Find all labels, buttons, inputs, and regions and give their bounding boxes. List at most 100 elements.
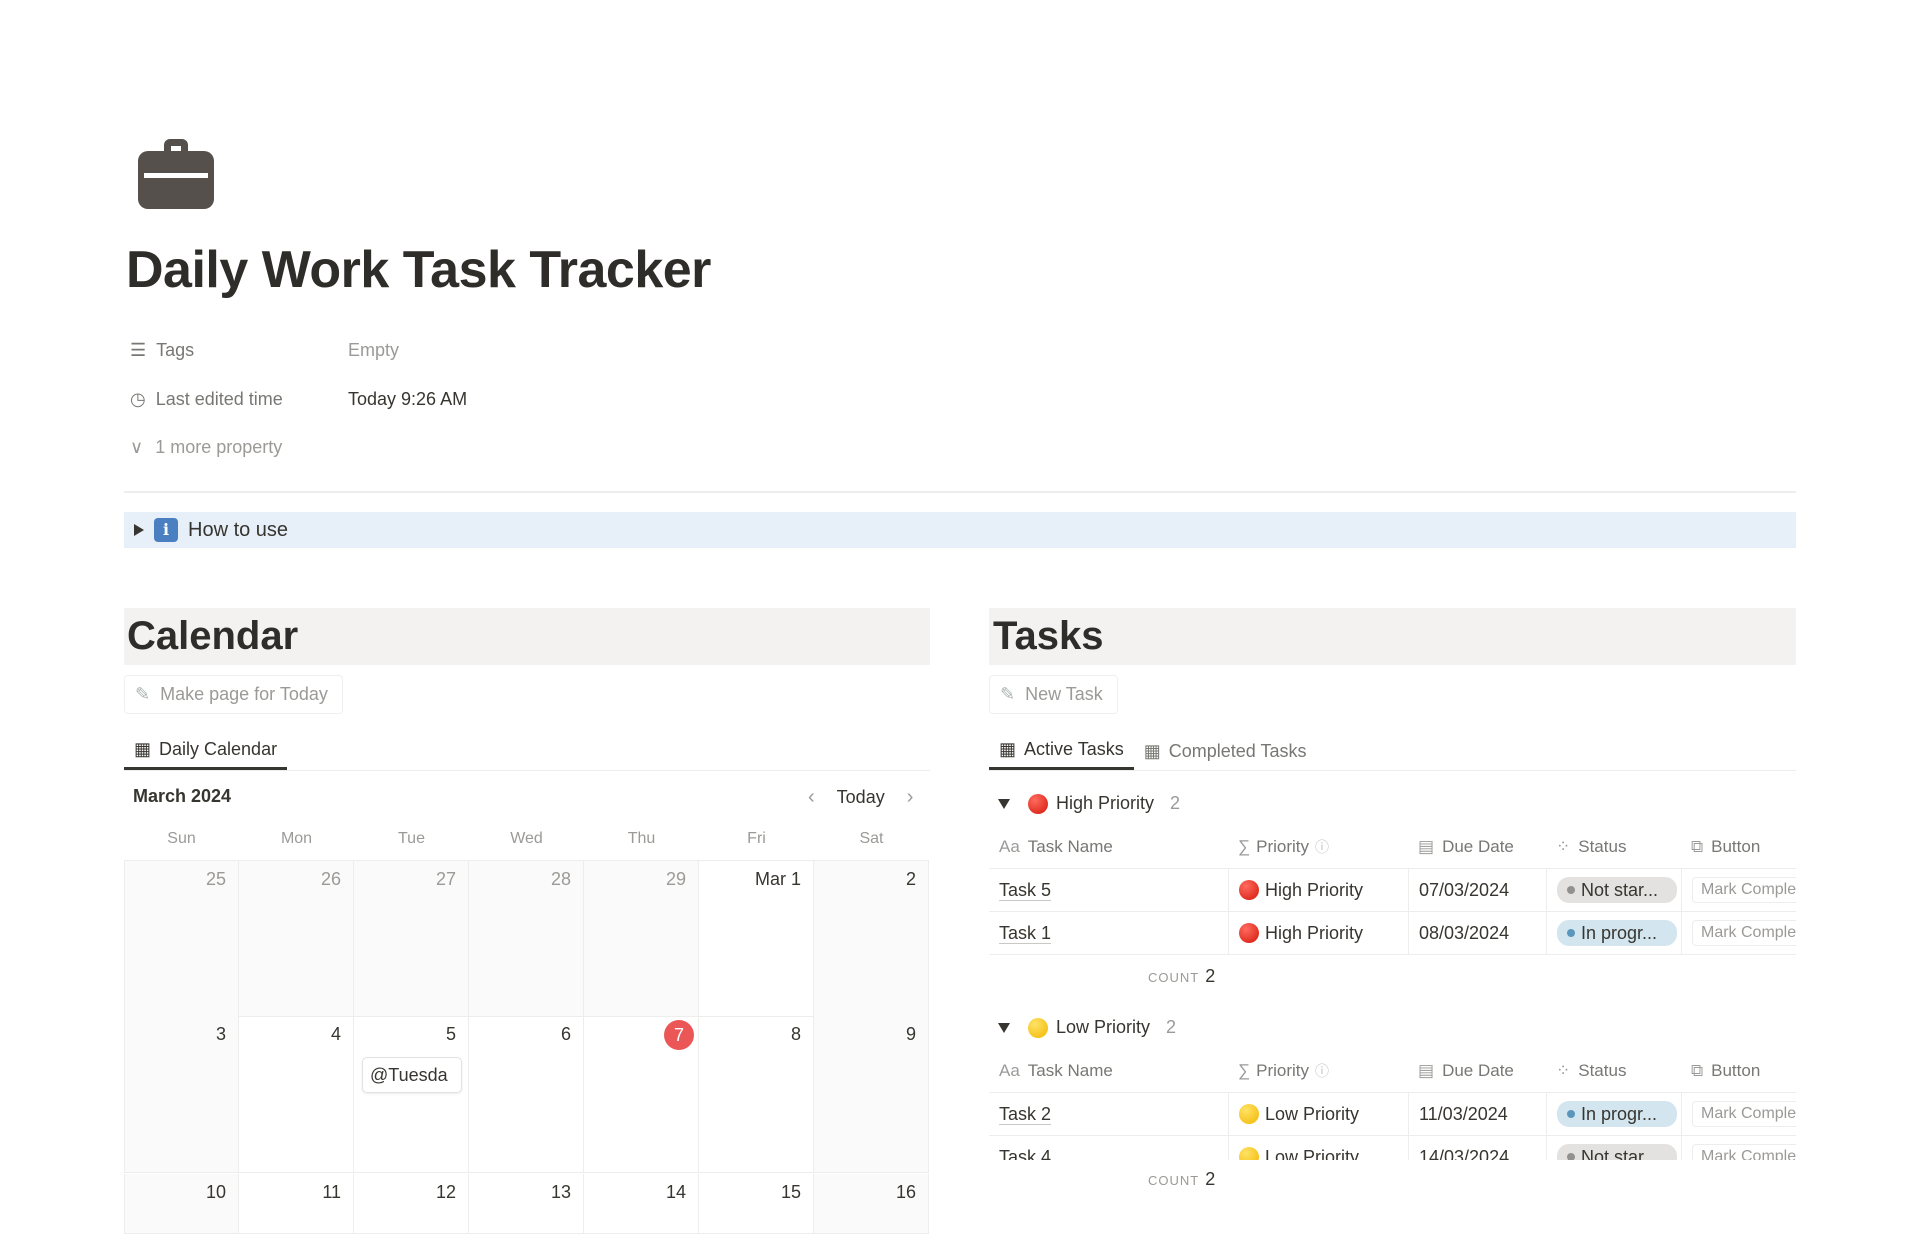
calendar-day-cell[interactable]: 27 bbox=[354, 860, 469, 1017]
calendar-day-cell[interactable]: 15 bbox=[699, 1174, 814, 1234]
calendar-day-cell[interactable]: 8 bbox=[699, 1016, 814, 1173]
table-row[interactable]: Task 5 High Priority 07/03/2024 Not star… bbox=[989, 869, 1796, 912]
column-header[interactable]: ⁘ Status bbox=[1556, 837, 1627, 856]
formula-icon: ∑ bbox=[1238, 1061, 1251, 1080]
calendar-event[interactable]: @Tuesda bbox=[362, 1057, 462, 1093]
calendar-day-cell[interactable]: 2 bbox=[814, 860, 929, 1017]
status-dot-icon bbox=[1567, 886, 1575, 894]
status-badge[interactable]: Not star... bbox=[1557, 1144, 1677, 1160]
calendar-day-cell[interactable]: 25 bbox=[124, 860, 239, 1017]
calendar-day-cell[interactable]: 26 bbox=[239, 860, 354, 1017]
task-name[interactable]: Task 2 bbox=[999, 1103, 1052, 1125]
column-header[interactable]: ▤ Due Date bbox=[1418, 1061, 1514, 1080]
task-name[interactable]: Task 4 bbox=[999, 1147, 1051, 1161]
calendar-day-cell[interactable]: 4 bbox=[239, 1016, 354, 1173]
table-row[interactable]: Task 2 Low Priority 11/03/2024 In progr.… bbox=[989, 1093, 1796, 1136]
calendar-icon: ▦ bbox=[134, 739, 152, 759]
calendar-icon: ▤ bbox=[1418, 837, 1435, 856]
new-task-button[interactable]: ✎ New Task bbox=[989, 675, 1118, 714]
calendar-day-cell[interactable]: 3 bbox=[124, 1016, 239, 1173]
chevron-left-icon[interactable]: ‹ bbox=[808, 786, 815, 808]
mark-complete-button[interactable]: Mark Complete bbox=[1692, 877, 1796, 903]
tab-active-tasks[interactable]: ▦ Active Tasks bbox=[989, 732, 1134, 770]
make-page-button[interactable]: ✎ Make page for Today bbox=[124, 675, 343, 714]
property-tags[interactable]: ☰ Tags Empty bbox=[130, 339, 400, 360]
group-header[interactable]: High Priority 2 bbox=[998, 793, 1180, 814]
mark-complete-button[interactable]: Mark Complete bbox=[1692, 920, 1796, 946]
status-dot-icon bbox=[1567, 1110, 1575, 1118]
how-to-use-toggle[interactable]: i How to use bbox=[124, 512, 1796, 548]
column-header[interactable]: Aa Task Name bbox=[999, 837, 1113, 856]
collapse-triangle-icon[interactable] bbox=[998, 798, 1010, 809]
task-name[interactable]: Task 1 bbox=[999, 922, 1052, 944]
calendar-day-cell[interactable]: 11 bbox=[239, 1174, 354, 1234]
today-button[interactable]: Today bbox=[836, 787, 885, 807]
red-circle-icon bbox=[1239, 880, 1259, 900]
page-title: Daily Work Task Tracker bbox=[126, 241, 711, 299]
table-header: Aa Task Name ∑ Priority ⓘ ▤ Due Date ⁘ Status ⧉ Bu… bbox=[989, 826, 1796, 869]
calendar-day-cell[interactable]: 9 bbox=[814, 1016, 929, 1173]
calendar-day-cell[interactable]: 7 bbox=[584, 1016, 699, 1173]
calendar-day-cell[interactable]: 13 bbox=[469, 1174, 584, 1234]
chevron-down-icon: ∨ bbox=[130, 436, 144, 457]
edit-icon: ✎ bbox=[1000, 684, 1016, 704]
calendar-day-cell[interactable]: 29 bbox=[584, 860, 699, 1017]
table-row[interactable]: Task 4 Low Priority 14/03/2024 Not star.… bbox=[989, 1136, 1796, 1160]
column-header[interactable]: Aa Task Name bbox=[999, 1061, 1113, 1080]
table-header: Aa Task Name ∑ Priority ⓘ ▤ Due Date ⁘ Status ⧉ Bu… bbox=[989, 1050, 1796, 1093]
calendar-icon: ▤ bbox=[1418, 1061, 1435, 1080]
task-name[interactable]: Task 5 bbox=[999, 879, 1052, 901]
mark-complete-button[interactable]: Mark Complete bbox=[1692, 1144, 1796, 1160]
weekday-header: Mon bbox=[280, 830, 313, 847]
mark-complete-button[interactable]: Mark Complete bbox=[1692, 1101, 1796, 1127]
tab-daily-calendar[interactable]: ▦ Daily Calendar bbox=[124, 732, 288, 770]
calendar-day-cell[interactable]: 28 bbox=[469, 860, 584, 1017]
red-circle-icon bbox=[1239, 923, 1259, 943]
collapse-triangle-icon[interactable] bbox=[998, 1022, 1010, 1033]
yellow-circle-icon bbox=[1239, 1147, 1259, 1160]
today-marker: 7 bbox=[664, 1020, 694, 1050]
button-icon: ⧉ bbox=[1691, 1061, 1704, 1080]
calendar-tabs: ▦ Daily Calendar bbox=[124, 732, 930, 771]
calendar-day-cell[interactable]: 5 bbox=[354, 1016, 469, 1173]
last-edited-value: Today 9:26 AM bbox=[348, 388, 468, 409]
tags-value[interactable]: Empty bbox=[348, 339, 400, 360]
calendar-day-cell[interactable]: 6 bbox=[469, 1016, 584, 1173]
column-header[interactable]: ∑ Priority ⓘ bbox=[1238, 837, 1330, 856]
calendar-day-cell[interactable]: 14 bbox=[584, 1174, 699, 1234]
divider bbox=[124, 491, 1796, 493]
status-dot-icon bbox=[1567, 929, 1575, 937]
calendar-month: March 2024 bbox=[133, 786, 232, 806]
calendar-day-cell[interactable]: Mar 1 bbox=[699, 860, 814, 1017]
column-header[interactable]: ⧉ Button bbox=[1691, 1061, 1761, 1080]
calendar-day-cell[interactable]: 16 bbox=[814, 1174, 929, 1234]
info-circle-icon: ⓘ bbox=[1315, 1063, 1330, 1079]
column-header[interactable]: ▤ Due Date bbox=[1418, 837, 1514, 856]
text-icon: Aa bbox=[999, 1061, 1020, 1080]
column-header[interactable]: ⧉ Button bbox=[1691, 837, 1761, 856]
column-header[interactable]: ∑ Priority ⓘ bbox=[1238, 1061, 1330, 1080]
status-badge[interactable]: Not star... bbox=[1557, 877, 1677, 903]
chevron-right-icon[interactable]: › bbox=[906, 786, 914, 808]
yellow-circle-icon bbox=[1028, 1017, 1048, 1038]
group-count: COUNT 2 bbox=[1148, 966, 1216, 986]
status-icon: ⁘ bbox=[1556, 1061, 1571, 1080]
status-badge[interactable]: In progr... bbox=[1557, 920, 1677, 946]
group-header[interactable]: Low Priority 2 bbox=[998, 1017, 1176, 1038]
tab-completed-tasks[interactable]: ▦ Completed Tasks bbox=[1143, 740, 1307, 761]
calendar-day-cell[interactable]: 10 bbox=[124, 1174, 239, 1234]
more-properties-toggle[interactable]: ∨ 1 more property bbox=[130, 436, 283, 457]
table-icon: ▦ bbox=[1143, 740, 1161, 761]
calendar-nav: ‹ Today › bbox=[808, 786, 913, 809]
table-row[interactable]: Task 1 High Priority 08/03/2024 In progr… bbox=[989, 912, 1796, 955]
status-icon: ⁘ bbox=[1556, 837, 1571, 856]
clock-icon: ◷ bbox=[130, 388, 146, 409]
calendar-day-cell[interactable]: 12 bbox=[354, 1174, 469, 1234]
column-header[interactable]: ⁘ Status bbox=[1556, 1061, 1627, 1080]
status-badge[interactable]: In progr... bbox=[1557, 1101, 1677, 1127]
weekday-header: Fri bbox=[747, 830, 766, 847]
toggle-triangle-icon[interactable] bbox=[134, 524, 144, 536]
button-icon: ⧉ bbox=[1691, 837, 1704, 856]
formula-icon: ∑ bbox=[1238, 837, 1251, 856]
red-circle-icon bbox=[1028, 793, 1048, 814]
